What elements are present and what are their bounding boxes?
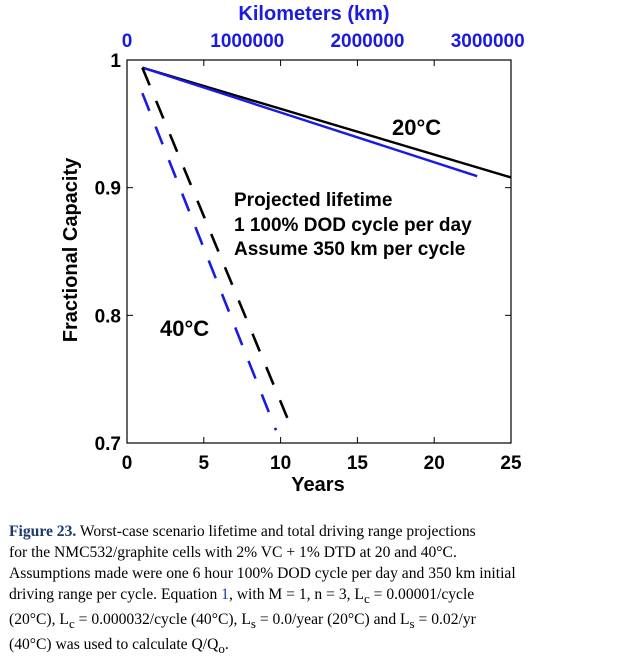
y-tick-label: 0.7 (95, 434, 121, 455)
caption-sub-2: c (68, 616, 75, 632)
y-axis-title: Fractional Capacity (60, 157, 82, 342)
top-tick-label: 2000000 (330, 31, 404, 52)
y-tick-label: 0.8 (95, 306, 121, 327)
chart: 0 5 10 15 20 250.70.80.910 1000000 2000000 30000… (60, 3, 525, 496)
figure-caption: Figure 23. Worst-case scenario lifetime … (9, 521, 609, 659)
x-tick-label: 25 (500, 453, 522, 474)
series-line-4 (141, 92, 278, 431)
annotation-line-2: 1 100% DOD cycle per day (234, 215, 472, 236)
top-tick-label: 0 (122, 31, 133, 52)
y-tick-label: 0.9 (95, 179, 121, 200)
caption-heading: Figure 23. (9, 523, 77, 540)
label-40c: 40°C (160, 316, 209, 341)
annotation-line-1: Projected lifetime (234, 190, 392, 211)
caption-text-12: . (224, 636, 229, 654)
x-tick-label: 5 (199, 453, 210, 474)
caption-text-1: Worst-case scenario lifetime and total d… (76, 523, 476, 540)
x-tick-label: 15 (347, 453, 369, 474)
x-tick-label: 0 (122, 453, 133, 474)
plot-area: 0 5 10 15 20 250.70.80.910 1000000 2000000 30000… (95, 31, 525, 474)
caption-sub-3: s (250, 616, 256, 632)
y-tick-label: 1 (110, 51, 121, 72)
caption-text-8: = 0.000032/cycle (40°C), L (74, 611, 251, 629)
label-20c: 20°C (392, 115, 441, 140)
x-tick-label: 20 (424, 453, 445, 474)
caption-text-6: = 0.00001/cycle (369, 586, 475, 603)
equation-link[interactable]: 1 (221, 586, 229, 603)
series-line-1 (142, 66, 512, 179)
plot-frame (126, 59, 512, 444)
caption-sub-4: s (409, 616, 415, 632)
caption-text-5: , with M = 1, n = 3, L (228, 586, 364, 603)
caption-text-3: Assumptions made were one 6 hour 100% DO… (9, 565, 516, 582)
caption-text-2: for the NMC532/graphite cells with 2% VC… (9, 544, 457, 561)
annotation-line-3: Assume 350 km per cycle (234, 239, 465, 260)
caption-sub-5: o (218, 641, 225, 657)
x-tick-label: 10 (270, 453, 291, 474)
series-line-2 (141, 66, 478, 178)
caption-sub-1: c (363, 591, 370, 607)
caption-text-10: = 0.02/yr (414, 611, 476, 629)
top-tick-label: 1000000 (210, 31, 284, 52)
series-line-3 (141, 67, 293, 429)
caption-text-11: (40°C) was used to calculate Q/Q (9, 636, 219, 654)
x-axis-title: Years (291, 474, 344, 496)
caption-text-7: (20°C), L (9, 611, 69, 629)
top-tick-label: 3000000 (451, 31, 525, 52)
caption-text-9: = 0.0/year (20°C) and L (255, 611, 410, 629)
top-axis-title: Kilometers (km) (238, 3, 389, 25)
caption-text-4: driving range per cycle. Equation (9, 586, 222, 603)
